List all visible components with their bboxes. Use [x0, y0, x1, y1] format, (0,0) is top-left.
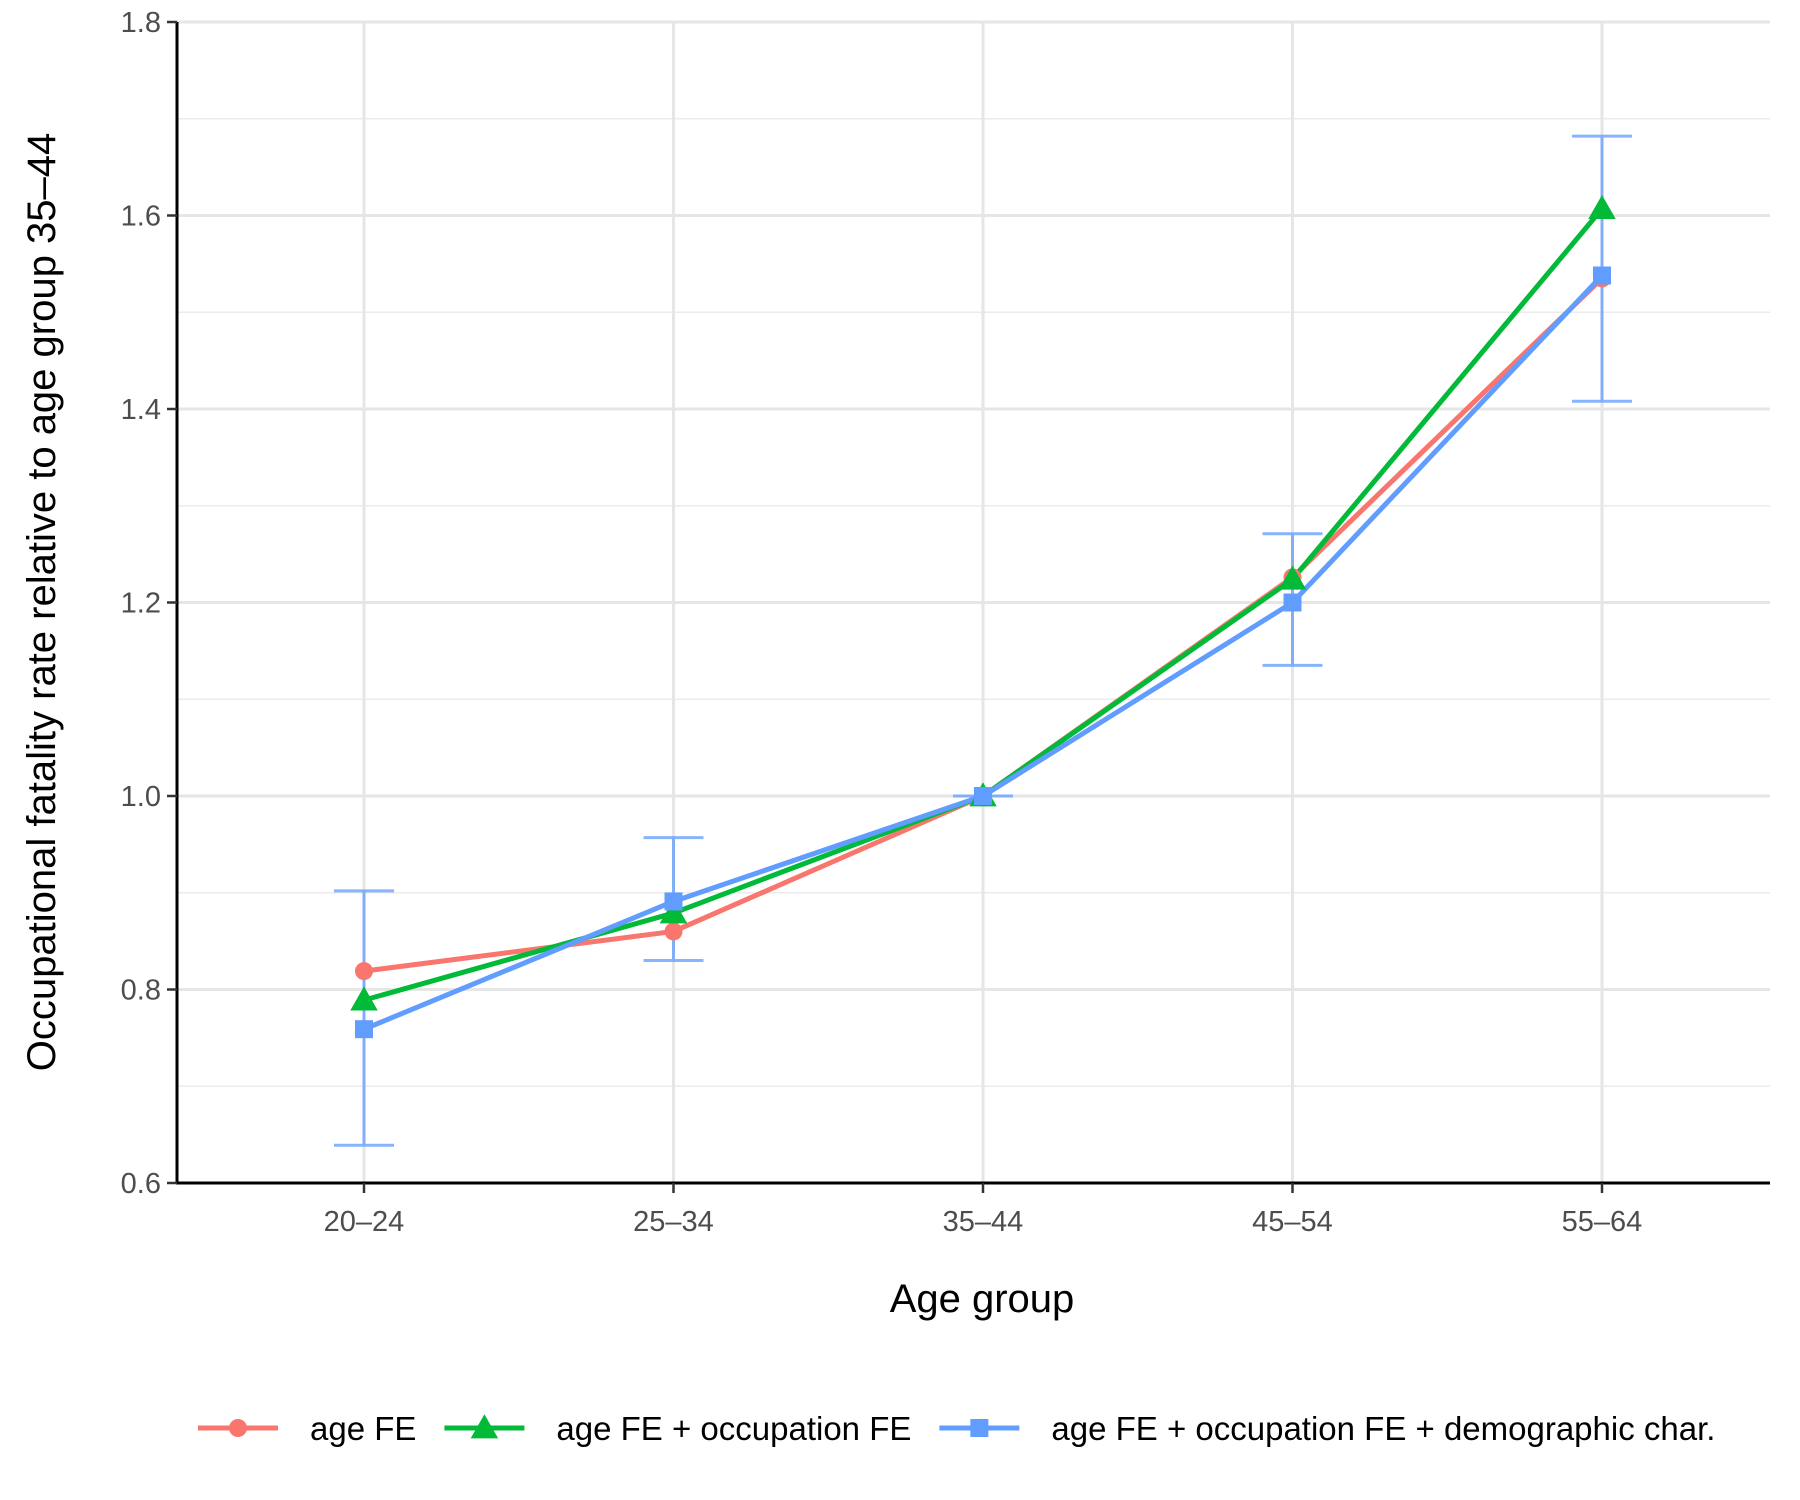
- data-point: [664, 922, 683, 941]
- data-point: [659, 899, 688, 924]
- y-tick-label: 0.8: [121, 975, 161, 1007]
- legend-key-marker: [229, 1419, 247, 1437]
- data-point: [355, 1020, 373, 1039]
- error-bar: [334, 889, 394, 1147]
- data-point: [1283, 593, 1302, 612]
- data-point: [355, 962, 373, 981]
- legend-label: age FE: [310, 1410, 416, 1447]
- y-tick-label: 1.0: [121, 781, 161, 813]
- x-tick-label: 25–34: [633, 1206, 714, 1238]
- y-axis-title: Occupational fatality rate relative to a…: [20, 133, 64, 1071]
- legend-item: age FE + occupation FE + demographic cha…: [939, 1410, 1715, 1447]
- legend-key-marker: [470, 1414, 499, 1439]
- legend: age FE age FE + occupation FE age FE + occ…: [198, 1410, 1715, 1447]
- legend-label: age FE + occupation FE + demographic cha…: [1051, 1410, 1715, 1447]
- x-tick-label: 35–44: [943, 1206, 1024, 1238]
- y-tick-label: 0.6: [121, 1168, 161, 1200]
- data-point: [1588, 194, 1616, 220]
- y-ticks: 0.6 0.8 1.0 1.2 1.4 1.6 1.8: [121, 7, 177, 1200]
- data-point: [1593, 266, 1611, 285]
- x-tick-label: 20–24: [324, 1206, 405, 1238]
- y-tick-label: 1.8: [121, 7, 161, 39]
- data-point: [350, 986, 378, 1011]
- data-point: [1278, 565, 1307, 590]
- data-point: [664, 892, 683, 911]
- legend-key-marker: [970, 1419, 989, 1437]
- legend-item: age FE + occupation FE: [444, 1410, 911, 1447]
- y-tick-label: 1.6: [121, 201, 161, 233]
- x-ticks: 20–24 25–34 35–44 45–54 55–64: [324, 1183, 1643, 1238]
- legend-label: age FE + occupation FE: [556, 1410, 911, 1447]
- data-point: [974, 787, 992, 805]
- series-markers: [350, 194, 1616, 1039]
- x-tick-label: 55–64: [1562, 1206, 1643, 1238]
- y-tick-label: 1.2: [121, 588, 161, 620]
- x-axis-title: Age group: [890, 1277, 1075, 1321]
- legend-item: age FE: [198, 1410, 416, 1447]
- y-tick-label: 1.4: [121, 394, 161, 426]
- x-tick-label: 45–54: [1252, 1206, 1333, 1238]
